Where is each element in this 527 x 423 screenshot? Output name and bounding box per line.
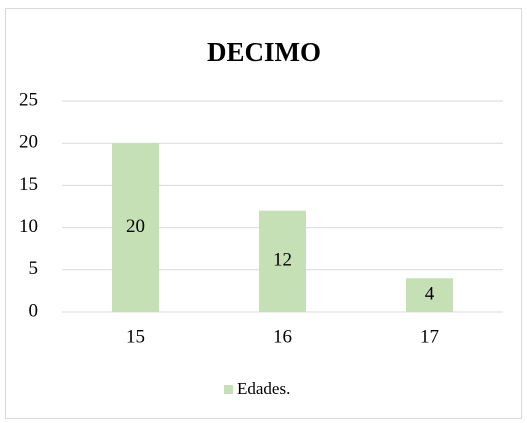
y-tick-label: 5: [29, 258, 39, 279]
data-label: 4: [425, 283, 435, 304]
y-tick-label: 0: [29, 300, 39, 321]
y-tick-label: 10: [19, 216, 38, 237]
legend-label: Edades.: [237, 379, 290, 398]
data-label: 12: [273, 250, 292, 271]
x-tick-label: 17: [420, 326, 439, 347]
bar: [406, 278, 453, 312]
bar: [112, 143, 159, 312]
x-tick-label: 15: [126, 326, 145, 347]
x-tick-label: 16: [273, 326, 292, 347]
chart-title: DECIMO: [207, 37, 321, 67]
y-tick-label: 20: [19, 132, 38, 153]
y-tick-label: 15: [19, 174, 38, 195]
data-label: 20: [126, 216, 145, 237]
y-tick-label: 25: [19, 89, 38, 110]
bar: [259, 210, 306, 312]
legend-swatch: [224, 385, 233, 394]
